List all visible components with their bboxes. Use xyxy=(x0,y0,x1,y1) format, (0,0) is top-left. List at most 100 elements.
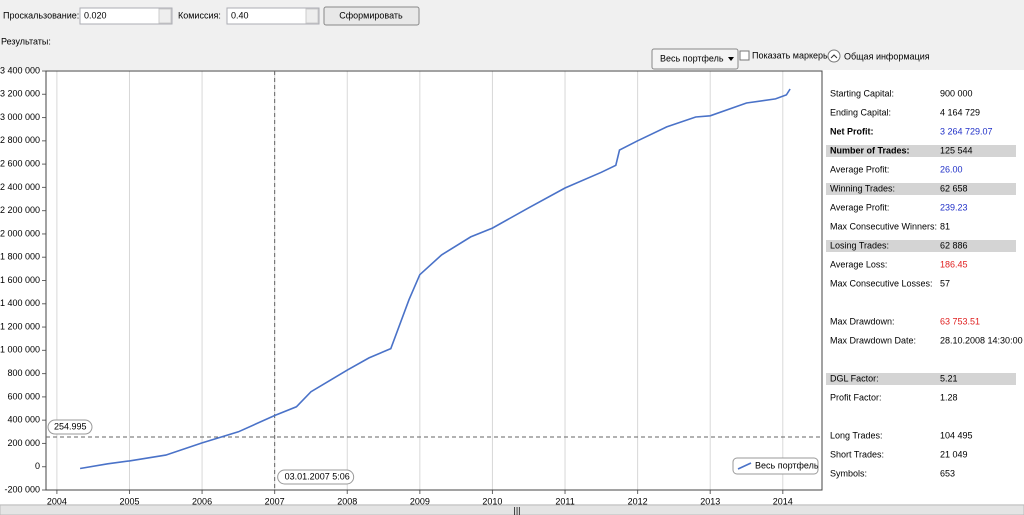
y-tick-label: 1 400 000 xyxy=(0,298,40,308)
stat-label: Average Profit: xyxy=(830,164,889,174)
spinner[interactable] xyxy=(305,8,319,24)
stat-value: 63 753.51 xyxy=(940,316,980,326)
row-highlight xyxy=(826,240,1016,252)
chart-panel xyxy=(0,70,824,504)
commission-label: Комиссия: xyxy=(178,10,221,20)
stat-value: 57 xyxy=(940,278,950,288)
plot-frame xyxy=(45,70,823,491)
stat-value: 4 164 729 xyxy=(940,107,980,117)
x-tick-label: 2006 xyxy=(192,496,212,506)
stat-value: 653 xyxy=(940,468,955,478)
crosshair-y-box xyxy=(47,419,93,435)
x-tick-label: 2004 xyxy=(47,496,67,506)
stat-value: 125 544 xyxy=(940,145,973,155)
stat-label: Average Loss: xyxy=(830,259,887,269)
stat-label: Symbols: xyxy=(830,468,867,478)
stats: Starting Capital: 900 000 Ending Capital: 4… xyxy=(826,88,1023,478)
legend-label: Весь портфель xyxy=(755,460,819,470)
x-tick-label: 2007 xyxy=(265,496,285,506)
toggle-icon xyxy=(830,54,838,59)
y-tick-label: 1 200 000 xyxy=(0,321,40,331)
x-tick-label: 2012 xyxy=(628,496,648,506)
commission-input[interactable] xyxy=(226,7,320,25)
y-tick-label: 2 000 000 xyxy=(0,228,40,238)
x-tick-label: 2008 xyxy=(337,496,357,506)
stat-label: Max Drawdown: xyxy=(830,316,895,326)
stat-value: 1.28 xyxy=(940,392,958,402)
y-tick-label: 1 000 000 xyxy=(0,345,40,355)
y-tick-label: 2 400 000 xyxy=(0,182,40,192)
info-toggle[interactable] xyxy=(827,49,841,63)
scrollbar[interactable] xyxy=(0,504,1024,515)
stat-label: Long Trades: xyxy=(830,430,883,440)
spinner[interactable] xyxy=(158,8,172,24)
y-tick-label: 600 000 xyxy=(7,391,40,401)
stat-label: Max Consecutive Losses: xyxy=(830,278,933,288)
stat-value: 26.00 xyxy=(940,164,963,174)
y-tick-label: 2 600 000 xyxy=(0,158,40,168)
stat-label: Winning Trades: xyxy=(830,183,895,193)
y-tick-label: 200 000 xyxy=(7,438,40,448)
row-highlight xyxy=(826,183,1016,195)
portfolio-select[interactable] xyxy=(651,48,739,70)
y-tick-label: 1 800 000 xyxy=(0,252,40,262)
commission-value[interactable]: 0.40 xyxy=(231,10,249,20)
stat-label: DGL Factor: xyxy=(830,373,879,383)
stat-value: 62 886 xyxy=(940,240,968,250)
x-tick-label: 2005 xyxy=(119,496,139,506)
markers-checkbox[interactable] xyxy=(739,50,750,61)
crosshair-x-box xyxy=(277,469,355,485)
y-tick-label: 1 600 000 xyxy=(0,275,40,285)
y-tick-label: 400 000 xyxy=(7,415,40,425)
slippage-label: Проскальзование: xyxy=(3,10,79,20)
scroll-grip: ||| xyxy=(513,505,520,515)
stats-panel xyxy=(824,70,1024,504)
crosshair-x-label: 03.01.2007 5:06 xyxy=(285,471,350,481)
stat-label: Number of Trades: xyxy=(830,145,910,155)
row-highlight xyxy=(826,145,1016,157)
stat-value: 28.10.2008 14:30:00 xyxy=(940,335,1023,345)
stat-label: Starting Capital: xyxy=(830,88,894,98)
dropdown-arrow xyxy=(728,57,734,61)
slippage-input[interactable] xyxy=(79,7,173,25)
stat-value: 900 000 xyxy=(940,88,973,98)
y-tick-label: 3 200 000 xyxy=(0,89,40,99)
stat-label: Net Profit: xyxy=(830,126,874,136)
legend-swatch xyxy=(737,462,752,470)
row-highlight xyxy=(826,373,1016,385)
stat-label: Max Drawdown Date: xyxy=(830,335,916,345)
stat-label: Average Profit: xyxy=(830,202,889,212)
y-tick-label: 3 400 000 xyxy=(0,65,40,75)
x-tick-label: 2010 xyxy=(482,496,502,506)
y-tick-label: 800 000 xyxy=(7,368,40,378)
stat-label: Short Trades: xyxy=(830,449,884,459)
build-button-label[interactable]: Сформировать xyxy=(339,10,403,20)
stat-label: Max Consecutive Winners: xyxy=(830,221,937,231)
y-tick-label: -200 000 xyxy=(4,484,40,494)
x-tick-label: 2009 xyxy=(410,496,430,506)
x-tick-label: 2013 xyxy=(700,496,720,506)
legend-box xyxy=(732,457,819,475)
line-series xyxy=(79,88,791,470)
build-button[interactable] xyxy=(323,6,420,26)
y-tick-label: 2 200 000 xyxy=(0,205,40,215)
x-tick-label: 2014 xyxy=(773,496,793,506)
stat-value: 3 264 729.07 xyxy=(940,126,993,136)
x-tick-label: 2011 xyxy=(555,496,574,506)
results-label: Результаты: xyxy=(1,36,51,46)
info-label[interactable]: Общая информация xyxy=(844,51,930,61)
portfolio-select-label[interactable]: Весь портфель xyxy=(660,53,724,63)
stat-value: 104 495 xyxy=(940,430,973,440)
stat-value: 62 658 xyxy=(940,183,968,193)
stat-value: 5.21 xyxy=(940,373,958,383)
y-tick-label: 2 800 000 xyxy=(0,135,40,145)
stat-label: Ending Capital: xyxy=(830,107,891,117)
stat-value: 81 xyxy=(940,221,950,231)
stat-value: 239.23 xyxy=(940,202,968,212)
slippage-value[interactable]: 0.020 xyxy=(84,10,107,20)
markers-label[interactable]: Показать маркеры xyxy=(752,50,829,60)
y-tick-label: 0 xyxy=(35,461,40,471)
stat-label: Profit Factor: xyxy=(830,392,882,402)
plot: 2004 2005 2006 2007 2008 2009 2010 2011 2012 2013… xyxy=(0,65,823,506)
